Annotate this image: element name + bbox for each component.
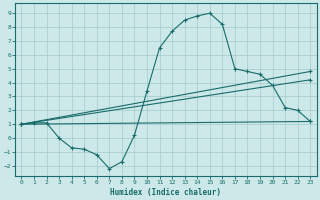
X-axis label: Humidex (Indice chaleur): Humidex (Indice chaleur) — [110, 188, 221, 197]
